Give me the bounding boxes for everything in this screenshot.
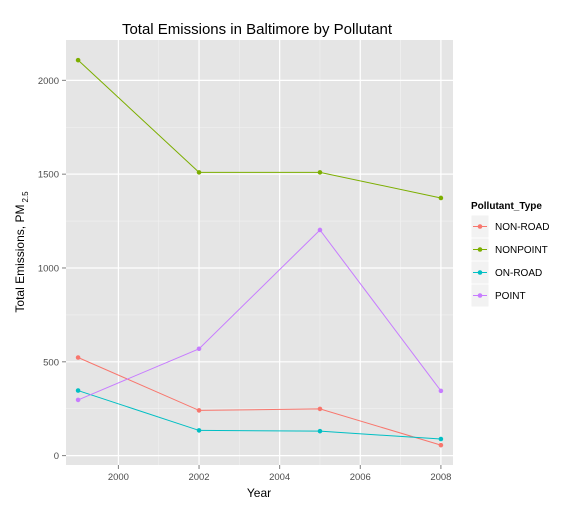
y-axis-title: Total Emissions, PM 2.5 bbox=[13, 191, 30, 313]
plot-panel bbox=[66, 40, 453, 465]
x-tick-label: 2002 bbox=[188, 472, 209, 483]
data-point-point bbox=[317, 227, 323, 233]
x-tick-label: 2000 bbox=[108, 472, 129, 483]
legend: Pollutant_Type NON-ROAD NONPOINT ON-ROAD PO… bbox=[470, 201, 549, 308]
data-point-point bbox=[438, 388, 444, 394]
legend-key-point bbox=[477, 224, 483, 229]
y-tick-label: 500 bbox=[43, 357, 59, 368]
data-point-on-road bbox=[75, 388, 81, 393]
series-on-road bbox=[75, 388, 444, 442]
data-point-nonpoint bbox=[196, 170, 202, 175]
x-tick-label: 2004 bbox=[269, 472, 290, 483]
y-tick-label: 0 bbox=[54, 451, 59, 462]
data-point-non-road bbox=[196, 408, 202, 413]
y-tick-label: 1500 bbox=[38, 170, 59, 181]
data-point-nonpoint bbox=[75, 57, 81, 63]
series-layer bbox=[75, 57, 444, 448]
data-point-point bbox=[196, 346, 202, 352]
legend-key-point bbox=[477, 270, 483, 275]
series-line-point bbox=[77, 229, 442, 401]
legend-item-nonpoint: NONPOINT bbox=[470, 237, 548, 262]
data-point-nonpoint bbox=[317, 170, 323, 175]
data-point-point bbox=[75, 397, 81, 403]
axes: 2000 2002 2004 2006 2008 0 500 1000 1500 2000 bbox=[38, 76, 452, 483]
legend-key-point bbox=[477, 293, 483, 298]
legend-item-non-road: NON-ROAD bbox=[470, 214, 549, 239]
data-point-nonpoint bbox=[438, 195, 444, 201]
series-point bbox=[75, 227, 444, 403]
y-tick-label: 1000 bbox=[38, 263, 59, 274]
x-axis-title: Year bbox=[247, 486, 271, 500]
legend-item-on-road: ON-ROAD bbox=[470, 260, 542, 285]
legend-label: POINT bbox=[495, 291, 526, 302]
x-tick-label: 2008 bbox=[430, 472, 451, 483]
y-tick-label: 2000 bbox=[38, 76, 59, 87]
series-non-road bbox=[75, 355, 444, 448]
y-axis-title-main: Total Emissions, PM bbox=[13, 205, 27, 313]
chart-title: Total Emissions in Baltimore by Pollutan… bbox=[122, 21, 393, 38]
data-point-on-road bbox=[438, 436, 444, 442]
series-nonpoint bbox=[75, 57, 444, 201]
gridlines bbox=[66, 40, 453, 465]
x-tick-label: 2006 bbox=[350, 472, 371, 483]
series-line-nonpoint bbox=[77, 59, 442, 199]
series-line-on-road bbox=[77, 390, 441, 440]
legend-label: ON-ROAD bbox=[495, 268, 542, 279]
data-point-on-road bbox=[196, 428, 202, 433]
legend-item-point: POINT bbox=[470, 283, 526, 308]
legend-key-point bbox=[477, 247, 483, 252]
series-line-non-road bbox=[77, 357, 442, 446]
data-point-non-road bbox=[438, 442, 444, 448]
legend-title: Pollutant_Type bbox=[471, 201, 542, 212]
y-axis-title-subscript: 2.5 bbox=[21, 191, 30, 203]
data-point-on-road bbox=[317, 428, 323, 434]
data-point-non-road bbox=[317, 406, 323, 412]
legend-label: NONPOINT bbox=[495, 245, 548, 256]
data-point-non-road bbox=[75, 355, 81, 360]
legend-label: NON-ROAD bbox=[495, 222, 549, 233]
